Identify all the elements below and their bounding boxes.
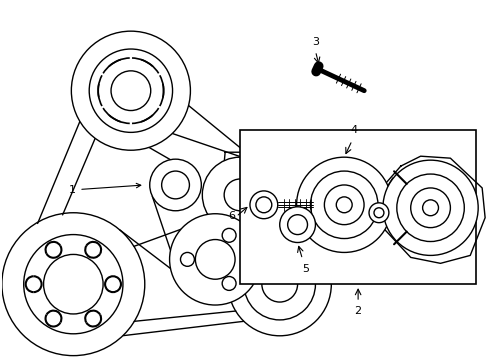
Circle shape: [162, 171, 189, 199]
Circle shape: [195, 239, 235, 279]
Circle shape: [287, 215, 307, 235]
Text: 5: 5: [302, 264, 308, 274]
Circle shape: [336, 197, 351, 213]
Circle shape: [373, 208, 383, 218]
Circle shape: [2, 213, 144, 356]
Circle shape: [111, 71, 150, 111]
Circle shape: [244, 248, 315, 320]
Circle shape: [222, 276, 236, 291]
Circle shape: [255, 197, 271, 213]
Circle shape: [262, 266, 297, 302]
Circle shape: [224, 179, 255, 211]
Circle shape: [422, 200, 438, 216]
Circle shape: [249, 191, 277, 219]
Circle shape: [202, 157, 277, 233]
Circle shape: [368, 203, 388, 223]
Circle shape: [310, 171, 377, 239]
Text: 1: 1: [69, 183, 141, 195]
Circle shape: [382, 160, 477, 255]
Circle shape: [149, 159, 201, 211]
Circle shape: [296, 157, 391, 252]
Circle shape: [396, 174, 463, 242]
Text: 2: 2: [354, 306, 361, 316]
Circle shape: [89, 49, 172, 132]
Circle shape: [43, 255, 103, 314]
Circle shape: [279, 207, 315, 243]
Text: 4: 4: [350, 125, 357, 135]
Circle shape: [410, 188, 449, 228]
Circle shape: [71, 31, 190, 150]
Circle shape: [324, 185, 364, 225]
Text: 3: 3: [311, 37, 318, 47]
Circle shape: [228, 233, 331, 336]
Circle shape: [222, 228, 236, 242]
Circle shape: [169, 214, 260, 305]
Circle shape: [24, 235, 122, 334]
Text: 6: 6: [228, 211, 235, 221]
Bar: [240, 130, 475, 284]
Circle shape: [180, 252, 194, 266]
